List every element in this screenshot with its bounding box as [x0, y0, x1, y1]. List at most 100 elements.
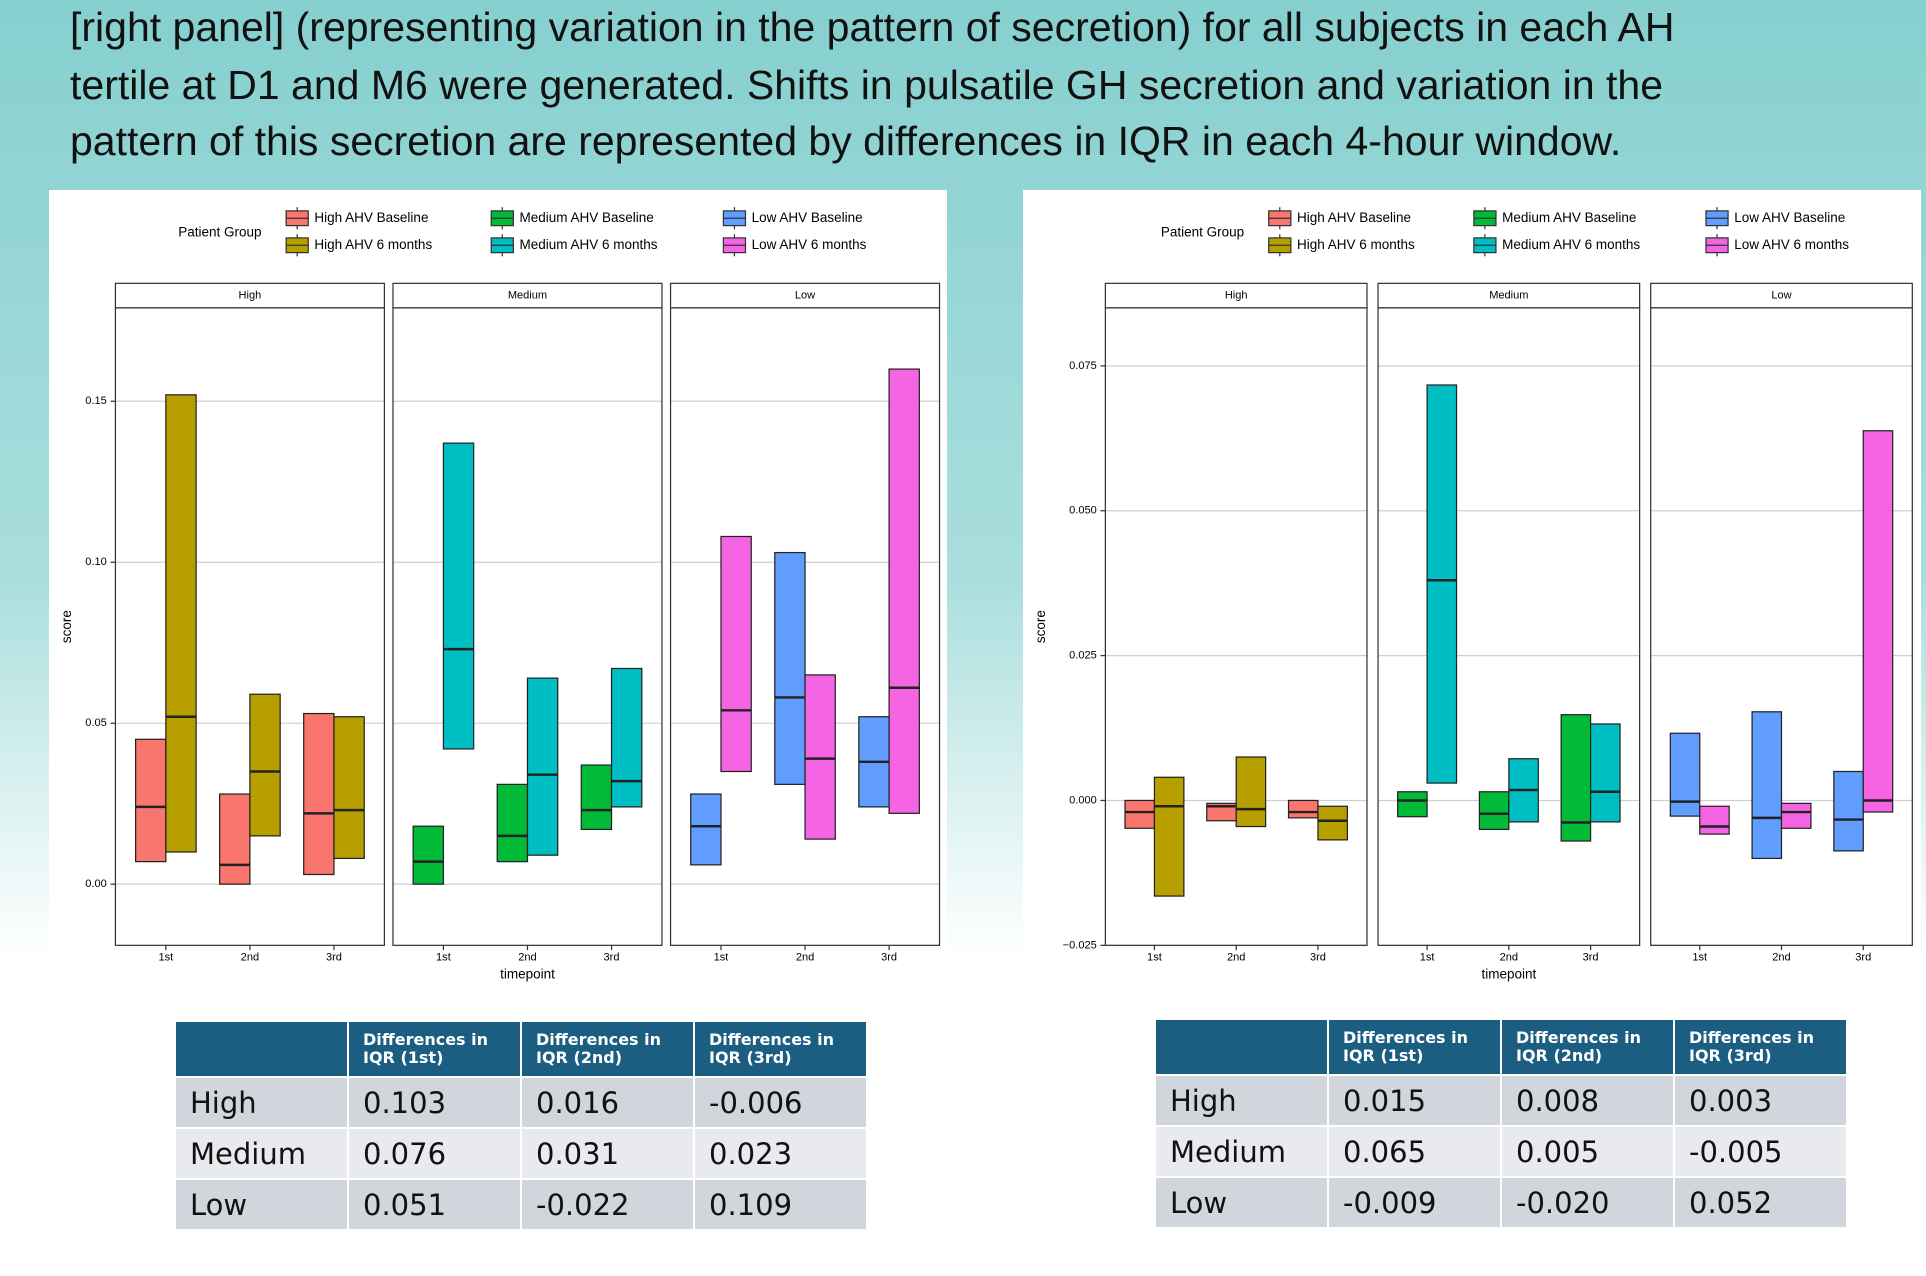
cell: 0.103 — [347, 1076, 522, 1129]
row-label: Medium — [1154, 1125, 1329, 1178]
cell: 0.109 — [693, 1178, 868, 1231]
row-label: Medium — [174, 1127, 349, 1180]
box — [1124, 799, 1156, 829]
header-cell: Differences in IQR (2nd) — [1500, 1018, 1675, 1076]
box — [610, 667, 643, 808]
y-tick-label: 0.025 — [1069, 650, 1097, 662]
legend-label: Low AHV 6 months — [1734, 237, 1849, 252]
row-label: Low — [174, 1178, 349, 1231]
y-axis-label: score — [1033, 610, 1048, 643]
box — [496, 783, 529, 863]
panel-border — [392, 307, 663, 946]
box — [580, 764, 613, 831]
box — [804, 674, 836, 840]
x-tick-label: 2nd — [1500, 952, 1518, 964]
y-tick-label: −0.025 — [1063, 939, 1097, 951]
header-row: Differences in IQR (1st) Differences in I… — [174, 1020, 868, 1078]
legend-label: High AHV 6 months — [1297, 237, 1415, 252]
row-label: High — [1154, 1074, 1329, 1127]
table-row: Low 0.051 -0.022 0.109 — [174, 1178, 868, 1231]
table-row: Low -0.009 -0.020 0.052 — [1154, 1176, 1848, 1229]
cell: 0.008 — [1500, 1074, 1675, 1127]
cell: 0.005 — [1500, 1125, 1675, 1178]
x-tick-label: 1st — [1147, 952, 1162, 964]
y-tick-label: 0.000 — [1069, 794, 1097, 806]
y-tick-label: 0.075 — [1069, 360, 1097, 372]
header-row: Differences in IQR (1st) Differences in I… — [1154, 1018, 1848, 1076]
box — [720, 535, 752, 773]
cell: -0.022 — [520, 1178, 695, 1231]
table-row: Medium 0.065 0.005 -0.005 — [1154, 1125, 1848, 1178]
box — [1862, 430, 1894, 813]
box — [1589, 723, 1621, 823]
facet-label: High — [1225, 290, 1248, 302]
box — [1478, 791, 1510, 831]
facet-label: Low — [1771, 290, 1791, 302]
y-axis-label: score — [59, 610, 74, 643]
cell: 0.065 — [1327, 1125, 1502, 1178]
box — [219, 793, 251, 885]
legend-label: High AHV 6 months — [314, 237, 432, 252]
x-tick-label: 3rd — [881, 952, 897, 964]
legend-label: High AHV Baseline — [1297, 210, 1411, 225]
box — [1426, 384, 1458, 784]
box — [442, 442, 475, 750]
legend-title: Patient Group — [1161, 225, 1244, 240]
chart: Patient Group High AHV Baseline High AHV 6… — [49, 190, 947, 992]
legend-label: High AHV Baseline — [314, 210, 428, 225]
box — [1669, 732, 1701, 817]
text-line: pattern of this secretion are represente… — [70, 118, 1622, 164]
box — [303, 712, 335, 876]
table: Differences in IQR (1st) Differences in I… — [174, 1020, 868, 1231]
x-tick-label: 3rd — [1855, 952, 1871, 964]
legend-label: Medium AHV 6 months — [519, 237, 657, 252]
box — [1780, 802, 1812, 829]
facet-label: Medium — [508, 290, 547, 302]
box — [1699, 805, 1730, 835]
box — [165, 394, 197, 853]
x-tick-label: 1st — [1420, 952, 1435, 964]
header-cell: Differences in IQR (1st) — [1327, 1018, 1502, 1076]
cell: -0.009 — [1327, 1176, 1502, 1229]
cell: 0.015 — [1327, 1074, 1502, 1127]
box — [690, 793, 722, 866]
table: Differences in IQR (1st) Differences in I… — [1154, 1018, 1848, 1229]
table-row: High 0.015 0.008 0.003 — [1154, 1074, 1848, 1127]
facet-strip — [669, 282, 941, 309]
box — [1751, 711, 1783, 860]
x-tick-label: 1st — [1692, 952, 1707, 964]
box — [1317, 805, 1348, 841]
x-tick-label: 1st — [714, 952, 729, 964]
box — [134, 738, 167, 863]
legend-label: Medium AHV Baseline — [519, 210, 653, 225]
facet-label: High — [239, 290, 262, 302]
x-axis-label: timepoint — [1481, 966, 1536, 981]
legend-label: Low AHV Baseline — [1734, 210, 1845, 225]
x-tick-label: 2nd — [241, 952, 259, 964]
x-tick-label: 2nd — [1772, 952, 1790, 964]
box — [888, 368, 920, 814]
box — [526, 677, 559, 856]
box — [1235, 756, 1267, 828]
x-tick-label: 2nd — [1227, 952, 1245, 964]
cell: 0.052 — [1673, 1176, 1848, 1229]
cell: -0.020 — [1500, 1176, 1675, 1229]
cell: -0.005 — [1673, 1125, 1848, 1178]
cell: 0.003 — [1673, 1074, 1848, 1127]
panel-border — [1377, 307, 1641, 946]
cell: 0.076 — [347, 1127, 522, 1180]
cell: 0.051 — [347, 1178, 522, 1231]
box — [1153, 776, 1185, 897]
x-axis-label: timepoint — [500, 966, 555, 981]
cell: -0.006 — [693, 1076, 868, 1129]
x-tick-label: 3rd — [1583, 952, 1599, 964]
chart: Patient Group High AHV Baseline High AHV 6… — [1023, 190, 1921, 992]
box — [1397, 791, 1428, 818]
panel-border — [114, 307, 386, 946]
header-cell — [1154, 1018, 1329, 1076]
legend-title: Patient Group — [178, 225, 261, 240]
cell: 0.031 — [520, 1127, 695, 1180]
facet-strip — [114, 282, 386, 309]
x-tick-label: 3rd — [604, 952, 620, 964]
